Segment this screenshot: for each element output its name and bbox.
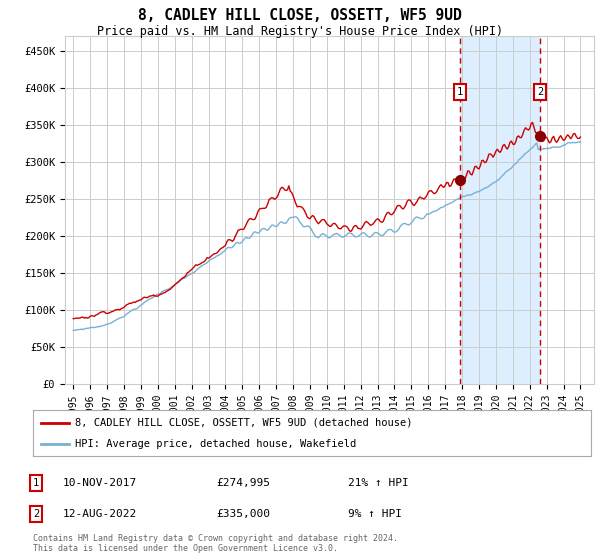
- Bar: [460, 36, 540, 384]
- Text: HPI: Average price, detached house, Wakefield: HPI: Average price, detached house, Wake…: [75, 439, 356, 449]
- Text: Contains HM Land Registry data © Crown copyright and database right 2024.
This d: Contains HM Land Registry data © Crown c…: [33, 534, 398, 553]
- Text: 1: 1: [33, 478, 39, 488]
- Text: 21% ↑ HPI: 21% ↑ HPI: [348, 478, 409, 488]
- Text: £274,995: £274,995: [216, 478, 270, 488]
- Text: 8, CADLEY HILL CLOSE, OSSETT, WF5 9UD: 8, CADLEY HILL CLOSE, OSSETT, WF5 9UD: [138, 8, 462, 24]
- Text: 12-AUG-2022: 12-AUG-2022: [63, 509, 137, 519]
- Text: 1: 1: [457, 87, 463, 97]
- Text: 2: 2: [33, 509, 39, 519]
- Text: 8, CADLEY HILL CLOSE, OSSETT, WF5 9UD (detached house): 8, CADLEY HILL CLOSE, OSSETT, WF5 9UD (d…: [75, 418, 412, 428]
- Text: 2: 2: [537, 87, 544, 97]
- Text: Price paid vs. HM Land Registry's House Price Index (HPI): Price paid vs. HM Land Registry's House …: [97, 25, 503, 38]
- Text: £335,000: £335,000: [216, 509, 270, 519]
- Text: 9% ↑ HPI: 9% ↑ HPI: [348, 509, 402, 519]
- Text: 10-NOV-2017: 10-NOV-2017: [63, 478, 137, 488]
